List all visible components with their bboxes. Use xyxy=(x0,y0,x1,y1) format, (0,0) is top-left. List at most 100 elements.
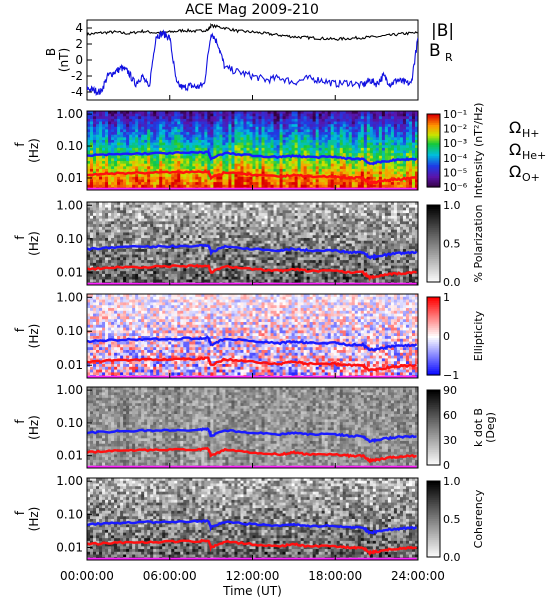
pixel-cell xyxy=(351,184,356,188)
pixel-cell xyxy=(252,142,257,146)
pixel-cell xyxy=(204,111,208,115)
pixel-cell xyxy=(315,150,320,154)
pixel-cell xyxy=(330,116,335,120)
pixel-cell xyxy=(330,139,335,144)
pixel-cell xyxy=(120,268,124,272)
pixel-cell xyxy=(219,176,224,181)
pixel-cell xyxy=(267,147,272,152)
pixel-cell xyxy=(321,116,326,120)
pixel-cell xyxy=(396,139,401,144)
pixel-cell xyxy=(102,232,106,236)
pixel-cell xyxy=(159,229,163,234)
pixel-cell xyxy=(117,237,121,242)
pixel-cell xyxy=(183,257,187,261)
pixel-cell xyxy=(255,145,260,149)
pixel-cell xyxy=(111,129,115,133)
pixel-cell xyxy=(240,260,245,264)
pixel-cell xyxy=(270,184,275,188)
pixel-cell xyxy=(201,176,205,181)
pixel-cell xyxy=(375,137,380,141)
pixel-cell xyxy=(93,237,97,242)
pixel-cell xyxy=(210,279,214,283)
pixel-cell xyxy=(123,137,127,141)
pixel-cell xyxy=(282,163,287,167)
pixel-cell xyxy=(261,150,266,154)
pixel-cell xyxy=(171,207,175,211)
pixel-cell xyxy=(267,129,272,133)
pixel-cell xyxy=(225,235,230,239)
pixel-cell xyxy=(243,207,248,211)
pixel-cell xyxy=(306,163,311,167)
pixel-cell xyxy=(240,226,245,231)
pixel-cell xyxy=(246,139,251,144)
pixel-cell xyxy=(336,153,341,157)
pixel-cell xyxy=(243,118,248,123)
pixel-cell xyxy=(237,224,242,228)
pixel-cell xyxy=(186,118,190,123)
pixel-cell xyxy=(150,268,154,272)
pixel-cell xyxy=(303,150,308,154)
pixel-cell xyxy=(231,168,236,173)
pixel-cell xyxy=(363,182,368,186)
pixel-cell xyxy=(204,268,208,272)
pixel-cell xyxy=(222,182,227,186)
pixel-cell xyxy=(294,176,299,181)
pixel-cell xyxy=(210,207,214,211)
pixel-cell xyxy=(354,161,359,165)
pixel-cell xyxy=(342,184,347,188)
pixel-cell xyxy=(339,113,344,117)
pixel-cell xyxy=(168,249,172,253)
pixel-cell xyxy=(402,171,407,175)
pixel-cell xyxy=(129,229,133,234)
pixel-cell xyxy=(237,116,242,120)
pixel-cell xyxy=(339,142,344,146)
pixel-cell xyxy=(87,232,91,236)
pixel-cell xyxy=(177,232,181,236)
pixel-cell xyxy=(408,113,413,117)
pixel-cell xyxy=(192,271,196,275)
pixel-cell xyxy=(198,218,202,222)
pixel-cell xyxy=(357,168,362,173)
pixel-cell xyxy=(375,124,380,128)
pixel-cell xyxy=(192,268,196,272)
pixel-cell xyxy=(123,273,127,278)
pixel-cell xyxy=(402,113,407,117)
pixel-cell xyxy=(255,161,260,165)
pixel-cell xyxy=(201,126,205,131)
pixel-cell xyxy=(282,176,287,181)
pixel-cell xyxy=(351,139,356,144)
pixel-cell xyxy=(192,260,196,264)
pixel-cell xyxy=(108,147,112,152)
pixel-cell xyxy=(309,150,314,154)
pixel-cell xyxy=(369,171,374,175)
pixel-cell xyxy=(102,113,106,117)
pixel-cell xyxy=(111,121,115,125)
pixel-cell xyxy=(216,202,220,206)
pixel-cell xyxy=(243,235,248,239)
pixel-cell xyxy=(111,276,115,281)
pixel-cell xyxy=(315,132,320,136)
pixel-cell xyxy=(225,174,230,178)
pixel-cell xyxy=(315,184,320,188)
pixel-cell xyxy=(414,166,418,170)
pixel-cell xyxy=(345,116,350,120)
gyro-legend-symbol: Ω xyxy=(509,140,521,159)
pixel-cell xyxy=(156,182,160,186)
pixel-cell xyxy=(192,226,196,231)
pixel-cell xyxy=(93,137,97,141)
pixel-cell xyxy=(189,218,193,222)
pixel-cell xyxy=(171,215,175,220)
pixel-cell xyxy=(255,113,260,117)
pixel-cell xyxy=(255,155,260,159)
pixel-cell xyxy=(234,182,239,186)
pixel-cell xyxy=(123,132,127,136)
pixel-cell xyxy=(192,262,196,267)
pixel-cell xyxy=(180,207,184,211)
pixel-cell xyxy=(189,276,193,281)
pixel-cell xyxy=(153,142,157,146)
pixel-cell xyxy=(339,145,344,149)
pixel-cell xyxy=(162,184,166,188)
pixel-cell xyxy=(246,134,251,138)
pixel-cell xyxy=(330,118,335,123)
pixel-cell xyxy=(387,176,392,181)
